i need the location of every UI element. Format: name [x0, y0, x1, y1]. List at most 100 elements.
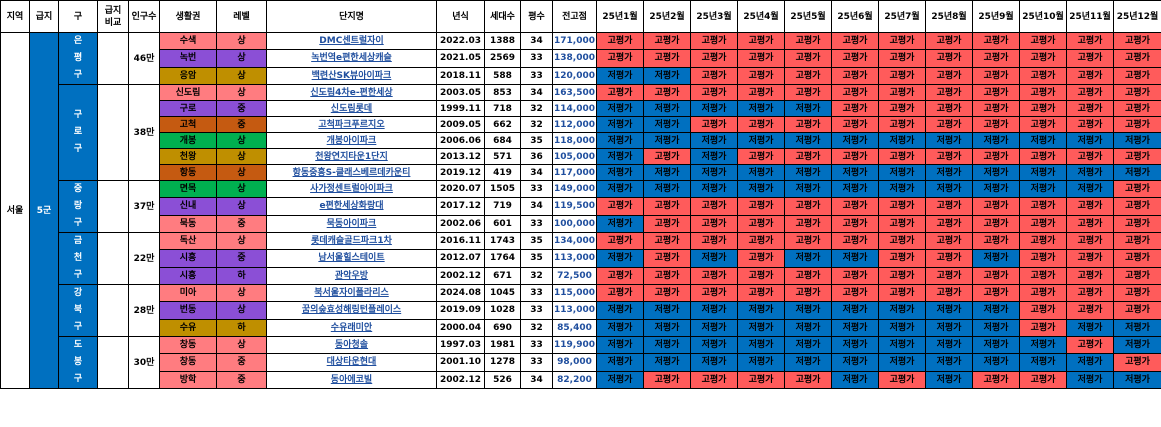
month-valuation-cell[interactable]: 고평가: [643, 148, 691, 165]
month-valuation-cell[interactable]: 저평가: [596, 179, 644, 199]
month-valuation-cell[interactable]: 저평가: [925, 301, 973, 320]
grade-compare-cell[interactable]: [97, 32, 129, 85]
month-valuation-cell[interactable]: 저평가: [925, 164, 973, 181]
month-valuation-cell[interactable]: 고평가: [925, 266, 973, 286]
households-cell[interactable]: 684: [484, 132, 521, 149]
month-valuation-cell[interactable]: 고평가: [643, 231, 691, 251]
month-valuation-cell[interactable]: 고평가: [1019, 100, 1067, 117]
month-valuation-cell[interactable]: 저평가: [784, 164, 832, 181]
month-valuation-cell[interactable]: 고평가: [596, 49, 644, 68]
year-cell[interactable]: 2013.12: [436, 148, 485, 165]
households-cell[interactable]: 2569: [484, 49, 521, 68]
month-valuation-cell[interactable]: 저평가: [972, 164, 1020, 181]
month-valuation-cell[interactable]: 저평가: [831, 164, 879, 181]
month-valuation-cell[interactable]: 고평가: [643, 249, 691, 268]
households-cell[interactable]: 719: [484, 197, 521, 216]
month-valuation-cell[interactable]: 저평가: [596, 132, 644, 149]
year-cell[interactable]: 2001.10: [436, 353, 485, 372]
living-area-cell[interactable]: 천왕: [159, 148, 217, 165]
pyeong-cell[interactable]: 33: [520, 335, 553, 355]
month-valuation-cell[interactable]: 저평가: [1066, 164, 1114, 181]
complex-name-cell[interactable]: 묵동아이파크: [266, 214, 437, 234]
month-valuation-cell[interactable]: 저평가: [972, 301, 1020, 320]
month-valuation-cell[interactable]: 고평가: [1019, 49, 1067, 68]
month-valuation-cell[interactable]: 저평가: [643, 100, 691, 117]
month-valuation-cell[interactable]: 저평가: [596, 318, 644, 338]
complex-name-cell[interactable]: e편한세상화랑대: [266, 197, 437, 216]
living-area-cell[interactable]: 구로: [159, 100, 217, 117]
complex-name-cell[interactable]: 꿈의숲효성해링턴플레이스: [266, 301, 437, 320]
pyeong-cell[interactable]: 32: [520, 100, 553, 117]
previous-high-cell[interactable]: 115,000: [552, 283, 597, 303]
month-valuation-cell[interactable]: 고평가: [831, 66, 879, 86]
month-valuation-cell[interactable]: 고평가: [1113, 214, 1161, 234]
pyeong-cell[interactable]: 34: [520, 197, 553, 216]
month-valuation-cell[interactable]: 고평가: [1066, 31, 1114, 51]
month-valuation-cell[interactable]: 고평가: [1066, 231, 1114, 251]
level-cell[interactable]: 상: [216, 66, 267, 86]
month-valuation-cell[interactable]: 고평가: [972, 197, 1020, 216]
month-valuation-cell[interactable]: 저평가: [643, 335, 691, 355]
households-cell[interactable]: 419: [484, 164, 521, 181]
month-valuation-cell[interactable]: 고평가: [1113, 353, 1161, 372]
month-valuation-cell[interactable]: 고평가: [925, 148, 973, 165]
month-valuation-cell[interactable]: 저평가: [972, 132, 1020, 149]
month-valuation-cell[interactable]: 고평가: [878, 231, 926, 251]
month-valuation-cell[interactable]: 고평가: [831, 197, 879, 216]
month-valuation-cell[interactable]: 고평가: [784, 66, 832, 86]
grade-compare-cell[interactable]: [97, 232, 129, 285]
month-valuation-cell[interactable]: 고평가: [1066, 283, 1114, 303]
month-valuation-cell[interactable]: 저평가: [737, 179, 785, 199]
population-cell[interactable]: 46만: [128, 32, 160, 85]
month-valuation-cell[interactable]: 고평가: [878, 197, 926, 216]
previous-high-cell[interactable]: 117,000: [552, 164, 597, 181]
month-valuation-cell[interactable]: 저평가: [1066, 353, 1114, 372]
year-cell[interactable]: 2016.11: [436, 231, 485, 251]
previous-high-cell[interactable]: 98,000: [552, 353, 597, 372]
month-valuation-cell[interactable]: 고평가: [1019, 84, 1067, 101]
complex-name-cell[interactable]: 신도림롯데: [266, 100, 437, 117]
month-valuation-cell[interactable]: 고평가: [643, 370, 691, 390]
month-valuation-cell[interactable]: 고평가: [784, 31, 832, 51]
level-cell[interactable]: 상: [216, 164, 267, 181]
month-valuation-cell[interactable]: 고평가: [784, 214, 832, 234]
month-valuation-cell[interactable]: 고평가: [690, 84, 738, 101]
month-valuation-cell[interactable]: 저평가: [737, 132, 785, 149]
month-valuation-cell[interactable]: 저평가: [1066, 132, 1114, 149]
month-valuation-cell[interactable]: 고평가: [1019, 66, 1067, 86]
living-area-cell[interactable]: 수색: [159, 31, 217, 51]
header-month[interactable]: 25년1월: [596, 0, 644, 33]
month-valuation-cell[interactable]: 고평가: [737, 370, 785, 390]
level-cell[interactable]: 상: [216, 132, 267, 149]
living-area-cell[interactable]: 미아: [159, 283, 217, 303]
month-valuation-cell[interactable]: 고평가: [596, 31, 644, 51]
month-valuation-cell[interactable]: 고평가: [1066, 148, 1114, 165]
month-valuation-cell[interactable]: 고평가: [1066, 66, 1114, 86]
header-month[interactable]: 25년3월: [690, 0, 738, 33]
month-valuation-cell[interactable]: 고평가: [972, 266, 1020, 286]
month-valuation-cell[interactable]: 고평가: [1113, 148, 1161, 165]
month-valuation-cell[interactable]: 저평가: [878, 164, 926, 181]
month-valuation-cell[interactable]: 저평가: [878, 179, 926, 199]
month-valuation-cell[interactable]: 저평가: [690, 100, 738, 117]
previous-high-cell[interactable]: 118,000: [552, 132, 597, 149]
month-valuation-cell[interactable]: 저평가: [1113, 370, 1161, 390]
month-valuation-cell[interactable]: 고평가: [1019, 283, 1067, 303]
pyeong-cell[interactable]: 33: [520, 283, 553, 303]
month-valuation-cell[interactable]: 고평가: [972, 231, 1020, 251]
month-valuation-cell[interactable]: 고평가: [1019, 197, 1067, 216]
level-cell[interactable]: 상: [216, 148, 267, 165]
year-cell[interactable]: 2019.09: [436, 301, 485, 320]
level-cell[interactable]: 상: [216, 31, 267, 51]
population-cell[interactable]: 38만: [128, 84, 160, 181]
previous-high-cell[interactable]: 171,000: [552, 31, 597, 51]
month-valuation-cell[interactable]: 고평가: [1113, 197, 1161, 216]
month-valuation-cell[interactable]: 고평가: [972, 49, 1020, 68]
year-cell[interactable]: 1997.03: [436, 335, 485, 355]
month-valuation-cell[interactable]: 고평가: [643, 31, 691, 51]
month-valuation-cell[interactable]: 저평가: [831, 301, 879, 320]
month-valuation-cell[interactable]: 고평가: [878, 283, 926, 303]
households-cell[interactable]: 662: [484, 116, 521, 133]
living-area-cell[interactable]: 시흥: [159, 249, 217, 268]
